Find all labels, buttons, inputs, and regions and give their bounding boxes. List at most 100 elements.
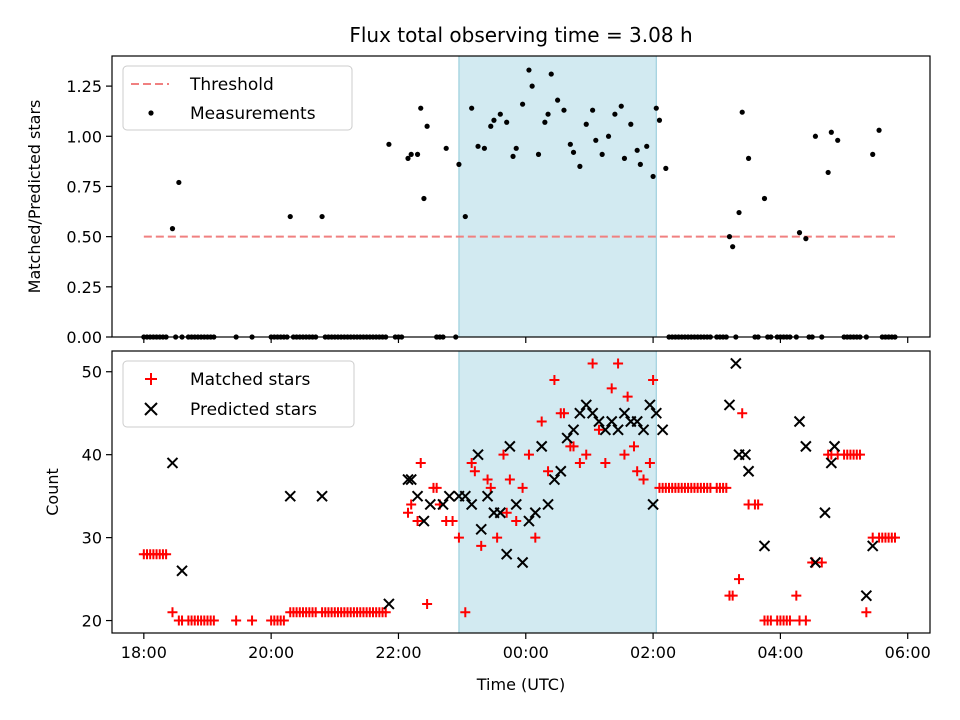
measurement-point bbox=[656, 117, 663, 123]
bottom-legend-box bbox=[122, 360, 355, 428]
matched-star-point bbox=[638, 474, 649, 485]
top-ytick-label: 1.25 bbox=[66, 77, 102, 96]
bottom-xtick-label: 22:00 bbox=[375, 643, 421, 662]
measurement-point bbox=[812, 133, 819, 139]
predicted-star-point bbox=[418, 515, 430, 527]
measurement-point bbox=[443, 145, 449, 151]
predicted-star-point bbox=[730, 357, 742, 370]
predicted-star-point bbox=[523, 515, 535, 527]
measurement-point bbox=[176, 179, 182, 186]
measurement-point bbox=[618, 103, 624, 109]
measurement-point bbox=[726, 234, 733, 240]
predicted-star-point bbox=[650, 407, 662, 419]
matched-star-point bbox=[606, 383, 617, 394]
predicted-star-point bbox=[739, 448, 752, 461]
predicted-star-point bbox=[828, 440, 841, 453]
measurement-point bbox=[583, 121, 589, 127]
predicted-star-point bbox=[809, 556, 822, 569]
matched-star-point bbox=[628, 441, 639, 452]
predicted-star-point bbox=[516, 556, 529, 569]
measurement-point bbox=[803, 236, 809, 242]
top-ytick-label: 0.75 bbox=[66, 177, 102, 196]
matched-star-point bbox=[161, 549, 172, 560]
matched-star-point bbox=[476, 540, 487, 551]
measurement-point bbox=[730, 244, 736, 250]
chart-title: Flux total observing time = 3.08 h bbox=[349, 23, 692, 47]
matched-star-point bbox=[734, 574, 745, 585]
matched-star-point bbox=[517, 482, 528, 493]
matched-star-point bbox=[501, 507, 512, 518]
predicted-star-point bbox=[316, 490, 328, 502]
matched-star-point bbox=[498, 449, 509, 460]
measurement-point bbox=[605, 133, 612, 139]
matched-star-point bbox=[447, 516, 458, 527]
matched-star-point bbox=[530, 532, 541, 543]
matched-star-point bbox=[415, 457, 426, 468]
predicted-star-point bbox=[535, 440, 548, 453]
measurement-point bbox=[835, 137, 841, 143]
matched-star-point bbox=[854, 449, 865, 460]
matched-star-point bbox=[278, 615, 289, 626]
bottom-xtick-label: 06:00 bbox=[885, 643, 931, 662]
matched-star-point bbox=[380, 607, 391, 618]
predicted-star-point bbox=[472, 448, 484, 461]
matched-star-point bbox=[431, 482, 442, 493]
measurement-point bbox=[418, 105, 424, 111]
predicted-star-point bbox=[443, 490, 456, 502]
measurement-point bbox=[796, 230, 803, 236]
predicted-star-point bbox=[758, 540, 771, 552]
threshold-legend-label: Threshold bbox=[189, 75, 274, 95]
matched-star-point bbox=[453, 532, 464, 543]
matched-legend-swatch bbox=[145, 373, 157, 385]
measurement-point bbox=[761, 195, 768, 202]
matched-star-point bbox=[482, 474, 493, 485]
measurement-point bbox=[488, 123, 494, 129]
top-panel: 0.00 0.25 0.50 0.75 1.00 1.25 Matched/Predict… bbox=[25, 55, 931, 347]
matched-star-point bbox=[167, 607, 178, 618]
measurement-point bbox=[736, 209, 742, 216]
bottom-y-axis-label: Count bbox=[43, 468, 62, 516]
measurement-point bbox=[825, 169, 831, 176]
measurement-point bbox=[628, 121, 634, 127]
matched-star-point bbox=[644, 457, 655, 468]
predicted-star-point bbox=[819, 507, 831, 519]
matched-star-point bbox=[613, 358, 624, 369]
measurement-points bbox=[141, 67, 898, 340]
matched-star-point bbox=[784, 615, 795, 626]
predicted-star-point bbox=[867, 540, 879, 552]
bottom-ytick-label: 20 bbox=[82, 612, 102, 631]
predicted-star-point bbox=[475, 523, 487, 536]
top-ytick-label: 0.50 bbox=[66, 228, 102, 247]
top-ytick-label: 1.00 bbox=[66, 127, 102, 146]
predicted-star-point bbox=[166, 457, 179, 469]
bottom-ytick-label: 40 bbox=[82, 446, 102, 465]
measurement-point bbox=[287, 213, 293, 220]
measurement-point bbox=[469, 105, 475, 111]
predicted-star-point bbox=[542, 498, 554, 511]
measurement-point bbox=[491, 117, 497, 123]
predicted-star-point bbox=[593, 415, 605, 428]
measurement-point bbox=[169, 226, 176, 232]
measurement-point bbox=[577, 163, 583, 169]
matched-star-point bbox=[568, 441, 579, 452]
predicted-star-point bbox=[529, 507, 542, 519]
predicted-star-point bbox=[561, 432, 573, 444]
top-ytick-label: 0.25 bbox=[66, 278, 102, 297]
predicted-star-point bbox=[402, 473, 414, 486]
predicted-star-point bbox=[176, 565, 188, 577]
matched-star-point bbox=[648, 375, 659, 386]
predicted-star-point bbox=[612, 424, 624, 436]
predicted-star-point bbox=[793, 415, 806, 428]
matched-star-point bbox=[460, 607, 471, 618]
matched-star-point bbox=[632, 466, 643, 477]
matched-star-point bbox=[523, 449, 534, 460]
predicted-star-point bbox=[494, 507, 507, 519]
bottom-legend: Matched stars Predicted stars bbox=[122, 360, 355, 428]
matched-legend-label: Matched stars bbox=[190, 370, 310, 390]
matched-star-point bbox=[492, 532, 503, 543]
matched-star-point bbox=[727, 590, 738, 601]
measurement-point bbox=[653, 105, 659, 111]
predicted-star-point bbox=[860, 589, 873, 602]
matched-star-point bbox=[737, 408, 748, 419]
